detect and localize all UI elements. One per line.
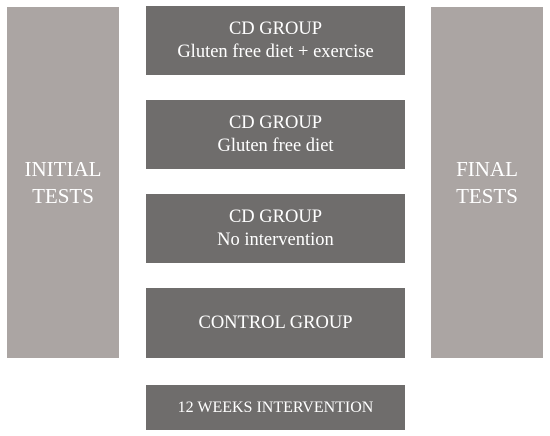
- initial-tests-line2: TESTS: [32, 183, 94, 208]
- group-box-cd-diet: CD GROUP Gluten free diet: [146, 100, 405, 169]
- group-subtitle: Gluten free diet: [217, 135, 334, 156]
- final-tests-line1: FINAL: [456, 157, 518, 182]
- group-subtitle: No intervention: [217, 229, 334, 250]
- group-title: CD GROUP: [228, 113, 323, 134]
- group-title: CD GROUP: [228, 207, 323, 228]
- group-box-cd-diet-exercise: CD GROUP Gluten free diet + exercise: [146, 6, 405, 75]
- intervention-duration-box: 12 WEEKS INTERVENTION: [146, 385, 405, 430]
- initial-tests-line1: INITIAL: [24, 157, 102, 182]
- group-title: CONTROL GROUP: [198, 312, 353, 333]
- group-box-control: CONTROL GROUP: [146, 288, 405, 358]
- intervention-duration-label: 12 WEEKS INTERVENTION: [177, 398, 374, 416]
- initial-tests-box: INITIAL TESTS: [7, 7, 119, 358]
- group-box-cd-no-intervention: CD GROUP No intervention: [146, 194, 405, 263]
- final-tests-box: FINAL TESTS: [431, 7, 543, 358]
- final-tests-line2: TESTS: [456, 183, 518, 208]
- group-title: CD GROUP: [228, 19, 323, 40]
- group-subtitle: Gluten free diet + exercise: [177, 41, 374, 62]
